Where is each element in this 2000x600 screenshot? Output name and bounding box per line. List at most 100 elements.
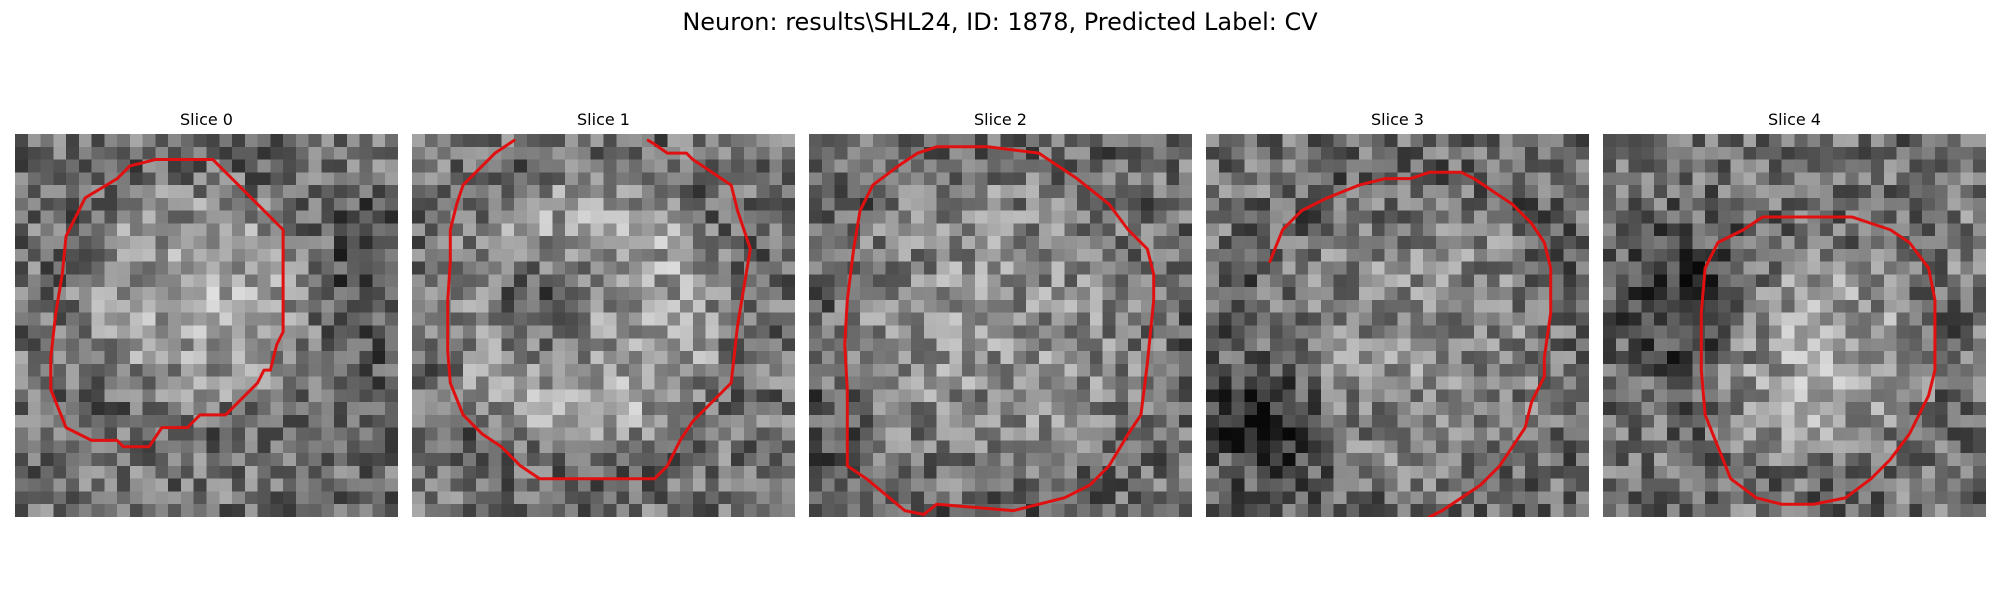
grayscale-pixel bbox=[1628, 197, 1642, 211]
grayscale-pixel bbox=[283, 134, 297, 148]
grayscale-pixel bbox=[821, 236, 835, 250]
grayscale-pixel bbox=[193, 427, 207, 441]
grayscale-pixel bbox=[1448, 287, 1462, 301]
grayscale-pixel bbox=[1743, 427, 1757, 441]
grayscale-pixel bbox=[270, 465, 284, 479]
grayscale-pixel bbox=[1858, 504, 1872, 517]
grayscale-pixel bbox=[885, 312, 899, 326]
grayscale-pixel bbox=[1603, 325, 1617, 339]
grayscale-pixel bbox=[1615, 427, 1629, 441]
grayscale-pixel bbox=[782, 389, 795, 403]
grayscale-pixel bbox=[514, 402, 528, 416]
grayscale-pixel bbox=[463, 491, 477, 505]
grayscale-pixel bbox=[1000, 351, 1014, 365]
grayscale-pixel bbox=[1218, 261, 1232, 275]
grayscale-pixel bbox=[308, 134, 322, 148]
grayscale-pixel bbox=[463, 223, 477, 237]
grayscale-pixel bbox=[565, 478, 579, 492]
grayscale-pixel bbox=[91, 440, 105, 454]
grayscale-pixel bbox=[782, 210, 795, 224]
grayscale-pixel bbox=[731, 248, 745, 262]
grayscale-pixel bbox=[206, 172, 220, 186]
grayscale-pixel bbox=[1166, 389, 1180, 403]
grayscale-pixel bbox=[1320, 325, 1334, 339]
grayscale-pixel bbox=[372, 210, 386, 224]
grayscale-pixel bbox=[53, 185, 67, 199]
grayscale-pixel bbox=[603, 261, 617, 275]
grayscale-pixel bbox=[78, 287, 92, 301]
grayscale-pixel bbox=[923, 465, 937, 479]
grayscale-pixel bbox=[680, 312, 694, 326]
grayscale-pixel bbox=[1128, 465, 1142, 479]
grayscale-pixel bbox=[641, 159, 655, 173]
grayscale-pixel bbox=[1654, 248, 1668, 262]
grayscale-pixel bbox=[1269, 287, 1283, 301]
grayscale-pixel bbox=[475, 504, 489, 517]
grayscale-pixel bbox=[911, 134, 925, 148]
grayscale-pixel bbox=[1089, 376, 1103, 390]
grayscale-pixel bbox=[1333, 223, 1347, 237]
grayscale-pixel bbox=[1153, 491, 1167, 505]
grayscale-pixel bbox=[437, 414, 451, 428]
grayscale-pixel bbox=[911, 491, 925, 505]
grayscale-pixel bbox=[911, 236, 925, 250]
grayscale-pixel bbox=[1026, 389, 1040, 403]
grayscale-pixel bbox=[66, 414, 80, 428]
grayscale-pixel bbox=[1166, 427, 1180, 441]
grayscale-pixel bbox=[1295, 376, 1309, 390]
grayscale-pixel bbox=[372, 504, 386, 517]
grayscale-pixel bbox=[756, 146, 770, 160]
grayscale-pixel bbox=[1871, 274, 1885, 288]
grayscale-pixel bbox=[641, 185, 655, 199]
grayscale-pixel bbox=[1013, 389, 1027, 403]
grayscale-pixel bbox=[1730, 197, 1744, 211]
grayscale-pixel bbox=[731, 491, 745, 505]
grayscale-pixel bbox=[283, 427, 297, 441]
grayscale-pixel bbox=[1295, 478, 1309, 492]
grayscale-pixel bbox=[1781, 478, 1795, 492]
grayscale-pixel bbox=[577, 223, 591, 237]
grayscale-pixel bbox=[168, 402, 182, 416]
grayscale-pixel bbox=[270, 134, 284, 148]
grayscale-pixel bbox=[1333, 478, 1347, 492]
grayscale-pixel bbox=[385, 185, 398, 199]
grayscale-pixel bbox=[1486, 325, 1500, 339]
grayscale-pixel bbox=[1218, 427, 1232, 441]
grayscale-pixel bbox=[168, 427, 182, 441]
grayscale-pixel bbox=[321, 478, 335, 492]
grayscale-pixel bbox=[1781, 427, 1795, 441]
grayscale-pixel bbox=[860, 338, 874, 352]
grayscale-pixel bbox=[1423, 465, 1437, 479]
grayscale-pixel bbox=[1128, 351, 1142, 365]
grayscale-pixel bbox=[1896, 159, 1910, 173]
grayscale-pixel bbox=[885, 261, 899, 275]
grayscale-pixel bbox=[1269, 465, 1283, 479]
grayscale-pixel bbox=[1896, 376, 1910, 390]
grayscale-pixel bbox=[1333, 236, 1347, 250]
grayscale-pixel bbox=[308, 312, 322, 326]
grayscale-pixel bbox=[1166, 491, 1180, 505]
grayscale-pixel bbox=[1896, 134, 1910, 148]
grayscale-pixel bbox=[1231, 427, 1245, 441]
grayscale-pixel bbox=[1013, 223, 1027, 237]
grayscale-pixel bbox=[1756, 134, 1770, 148]
grayscale-pixel bbox=[424, 402, 438, 416]
grayscale-pixel bbox=[1537, 197, 1551, 211]
grayscale-pixel bbox=[1871, 427, 1885, 441]
grayscale-pixel bbox=[359, 478, 373, 492]
grayscale-pixel bbox=[885, 325, 899, 339]
grayscale-pixel bbox=[142, 248, 156, 262]
grayscale-pixel bbox=[359, 146, 373, 160]
grayscale-pixel bbox=[1717, 389, 1731, 403]
grayscale-pixel bbox=[1679, 325, 1693, 339]
grayscale-pixel bbox=[142, 172, 156, 186]
grayscale-pixel bbox=[1474, 325, 1488, 339]
grayscale-pixels-1 bbox=[412, 134, 795, 517]
grayscale-pixel bbox=[40, 312, 54, 326]
grayscale-pixel bbox=[705, 248, 719, 262]
grayscale-pixel bbox=[885, 338, 899, 352]
grayscale-pixel bbox=[667, 274, 681, 288]
grayscale-pixel bbox=[1448, 236, 1462, 250]
grayscale-pixel bbox=[1423, 478, 1437, 492]
grayscale-pixel bbox=[1512, 414, 1526, 428]
